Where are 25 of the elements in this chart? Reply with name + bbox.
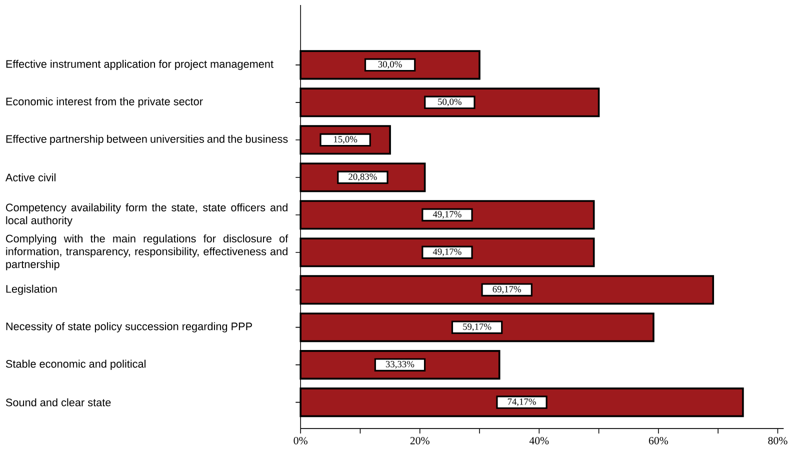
data-label: 49,17% <box>432 210 462 219</box>
y-tick-label: Economic interest from the private sector <box>6 97 203 108</box>
x-tick-label: 0% <box>294 436 308 444</box>
y-tick-label: Competency availability form the state, state officers and local authority <box>6 203 288 226</box>
y-tick-label: Active civil <box>5 173 56 182</box>
data-label: 20,83% <box>348 173 377 182</box>
data-label: 30,0% <box>378 60 402 69</box>
y-tick-label: Legislation <box>6 284 57 295</box>
data-label: 59,17% <box>463 323 492 332</box>
x-tick-label: 80% <box>768 436 788 444</box>
x-tick-label: 60% <box>648 436 668 444</box>
y-tick-label: Necessity of state policy succession regarding PPP <box>6 322 252 332</box>
y-tick-label: Stable economic and political <box>6 360 146 370</box>
x-tick-label: 20% <box>410 436 430 444</box>
data-label: 69,17% <box>492 286 522 294</box>
x-tick-label: 40% <box>529 436 549 444</box>
y-tick-label: Effective partnership between universities and the business <box>6 134 288 145</box>
y-tick-label: Effective instrument application for project management <box>6 60 274 70</box>
data-label: 49,17% <box>432 248 462 256</box>
data-label: 50,0% <box>438 98 462 106</box>
y-tick-label: Complying with the main regulations for disclosure of information, transparency, responsibility, effectiveness and partnership <box>6 234 288 270</box>
data-label: 15,0% <box>334 136 358 144</box>
data-label: 74,17% <box>508 398 536 406</box>
data-label: 33,33% <box>386 360 414 369</box>
y-tick-label: Sound and clear state <box>6 398 111 406</box>
